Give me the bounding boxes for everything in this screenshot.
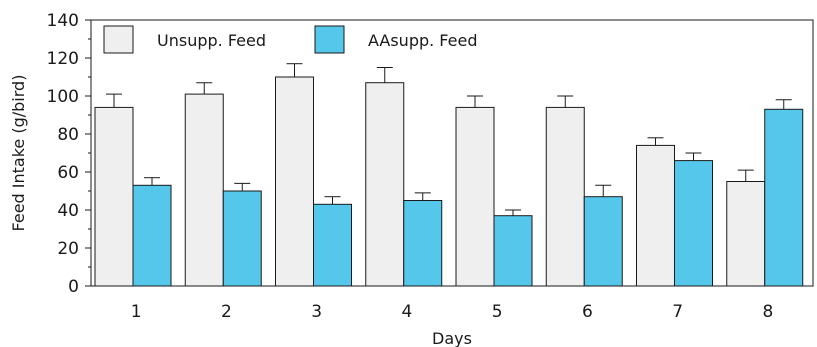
bar-unsupp-day-2 [184,93,224,287]
x-tick-label-7: 7 [672,302,683,322]
y-tick-label-100: 100 [47,87,79,107]
bar-unsupp-day-5 [455,106,495,287]
x-tick-label-3: 3 [311,302,322,322]
y-tick-label-80: 80 [57,125,79,145]
legend-swatch-unsupp [103,25,134,54]
y-tick-label-20: 20 [57,239,79,259]
x-axis-title: Days [432,329,472,347]
x-tick-label-6: 6 [582,302,593,322]
x-tick-label-4: 4 [401,302,412,322]
legend: Unsupp. Feed AAsupp. Feed [103,25,477,54]
y-tick-label-60: 60 [57,163,79,183]
bars-layer [94,63,804,287]
legend-label-aasupp: AAsupp. Feed [368,31,477,50]
x-tick-label-5: 5 [492,302,503,322]
bar-aasupp-day-6 [583,196,623,287]
y-axis-title: Feed Intake (g/bird) [9,75,28,232]
bar-unsupp-day-7 [636,144,675,287]
bar-aasupp-day-3 [313,203,352,287]
x-tick-label-1: 1 [131,302,142,322]
x-tick-label-2: 2 [221,302,232,322]
bar-aasupp-day-1 [132,184,172,287]
bar-aasupp-day-5 [493,215,533,287]
legend-label-unsupp: Unsupp. Feed [157,31,266,50]
bar-unsupp-day-4 [365,82,405,287]
bar-aasupp-day-8 [764,108,804,287]
bar-unsupp-day-3 [275,76,314,287]
bar-unsupp-day-1 [94,106,134,287]
bar-aasupp-day-2 [222,190,262,287]
legend-swatch-aasupp [314,25,345,54]
bar-unsupp-day-6 [545,106,585,287]
bar-aasupp-day-4 [403,200,443,287]
y-tick-label-140: 140 [47,11,79,31]
y-tick-label-120: 120 [47,49,79,69]
x-tick-label-8: 8 [762,302,773,322]
bar-unsupp-day-8 [726,181,766,287]
y-tick-label-40: 40 [57,201,79,221]
bar-aasupp-day-7 [674,160,713,287]
y-tick-label-0: 0 [68,277,79,297]
